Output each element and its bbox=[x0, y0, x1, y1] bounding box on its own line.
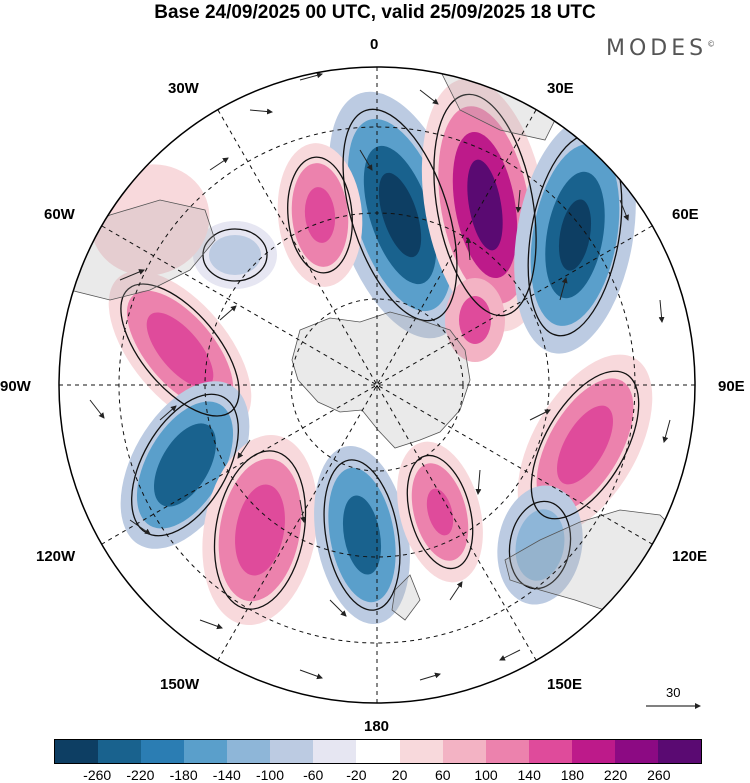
antarctica-outline bbox=[291, 311, 471, 449]
colorbar-tick-label: -220 bbox=[126, 767, 155, 783]
wind-arrow bbox=[249, 108, 273, 115]
anomaly-blob bbox=[277, 143, 363, 287]
wind-arrow bbox=[515, 189, 522, 213]
colorbar-tick-label: 140 bbox=[517, 767, 541, 783]
colorbar-swatch bbox=[55, 740, 99, 763]
lon-label-90e: 90E bbox=[718, 378, 745, 395]
landmass-outlines bbox=[59, 69, 695, 621]
anomaly-blob bbox=[397, 441, 483, 583]
wind-arrow bbox=[658, 299, 665, 323]
colorbar-swatch bbox=[184, 740, 228, 763]
anomaly-blob bbox=[497, 485, 583, 605]
wind-arrow bbox=[299, 499, 307, 523]
lon-label-30w: 30W bbox=[168, 80, 199, 97]
colorbar-swatch bbox=[614, 740, 658, 763]
colorbar-swatch bbox=[442, 740, 486, 763]
colorbar-swatch bbox=[356, 740, 400, 763]
wind-arrow bbox=[539, 99, 561, 113]
lon-label-30e: 30E bbox=[547, 80, 574, 97]
reference-vector-label: 30 bbox=[666, 685, 681, 700]
pole-marker: • bbox=[376, 382, 379, 391]
lon-label-120e: 120E bbox=[672, 548, 708, 565]
colorbar-tick-label: -260 bbox=[83, 767, 112, 783]
wind-arrow bbox=[559, 277, 568, 301]
modes-logo: MODES© bbox=[606, 36, 715, 61]
colorbar-swatch bbox=[227, 740, 271, 763]
colorbar-swatch bbox=[98, 740, 142, 763]
colorbar-tick-label: 180 bbox=[560, 767, 585, 783]
wind-arrow bbox=[449, 581, 463, 601]
colorbar-swatch bbox=[270, 740, 314, 763]
map-title: Base 24/09/2025 00 UTC, valid 25/09/2025… bbox=[154, 2, 596, 23]
lon-label-180: 180 bbox=[364, 718, 390, 735]
colorbar-tick-label: 260 bbox=[647, 767, 671, 783]
lon-label-150w: 150W bbox=[160, 676, 200, 693]
graticule bbox=[59, 67, 695, 703]
lon-label-150e: 150E bbox=[547, 676, 583, 693]
map-border bbox=[58, 66, 696, 704]
wind-arrow bbox=[662, 419, 671, 443]
wind-arrow bbox=[419, 672, 441, 681]
anomaly-blob bbox=[514, 116, 636, 354]
lon-label-60e: 60E bbox=[672, 206, 699, 223]
wind-arrow bbox=[119, 269, 145, 281]
wind-arrow bbox=[209, 157, 229, 171]
colorbar-swatch bbox=[528, 740, 572, 763]
copyright-mark: © bbox=[707, 39, 716, 49]
colorbar-tick-label: 220 bbox=[603, 767, 628, 783]
contour-lines bbox=[120, 93, 640, 611]
lon-label-0: 0 bbox=[370, 36, 379, 53]
wind-arrow bbox=[299, 72, 323, 81]
wind-arrow bbox=[159, 405, 177, 421]
wind-arrow bbox=[89, 399, 105, 419]
anomaly-blob bbox=[202, 434, 318, 626]
colorbar-swatch bbox=[485, 740, 529, 763]
wind-arrow bbox=[329, 599, 347, 617]
lon-label-90w: 90W bbox=[0, 378, 31, 395]
wind-arrow bbox=[129, 519, 151, 535]
wind-arrow bbox=[619, 199, 629, 221]
wind-arrow bbox=[529, 409, 551, 421]
wind-arrow bbox=[199, 619, 223, 630]
wind-arrow bbox=[465, 237, 472, 261]
anomaly-field bbox=[90, 78, 653, 626]
colorbar-swatch bbox=[571, 740, 615, 763]
colorbar-tick-label: -100 bbox=[255, 767, 285, 783]
wind-arrow bbox=[219, 305, 237, 321]
wind-vectors bbox=[89, 72, 671, 681]
wind-arrow bbox=[499, 649, 521, 661]
colorbar-tick-label: -140 bbox=[212, 767, 241, 783]
lon-label-120w: 120W bbox=[36, 548, 76, 565]
colorbar-swatch bbox=[399, 740, 443, 763]
wind-arrow bbox=[419, 89, 439, 105]
colorbar-tick-label: -180 bbox=[169, 767, 198, 783]
colorbar-tick-label: -20 bbox=[346, 767, 367, 783]
colorbar-swatch bbox=[141, 740, 185, 763]
colorbar bbox=[54, 739, 702, 764]
wind-arrow bbox=[237, 439, 251, 459]
wind-arrow bbox=[475, 469, 482, 495]
colorbar-swatch bbox=[657, 740, 701, 763]
colorbar-tick-label: -60 bbox=[303, 767, 324, 783]
wind-arrow bbox=[299, 669, 323, 680]
colorbar-tick-label: 100 bbox=[474, 767, 498, 783]
new-zealand-outline bbox=[391, 574, 421, 621]
anomaly-blob bbox=[314, 446, 410, 624]
brand-text: MODES bbox=[606, 36, 708, 61]
wind-arrow bbox=[359, 149, 373, 171]
colorbar-swatch bbox=[313, 740, 357, 763]
colorbar-tick-label: 60 bbox=[435, 767, 451, 783]
lon-label-60w: 60W bbox=[44, 206, 75, 223]
colorbar-tick-label: 20 bbox=[391, 767, 408, 783]
